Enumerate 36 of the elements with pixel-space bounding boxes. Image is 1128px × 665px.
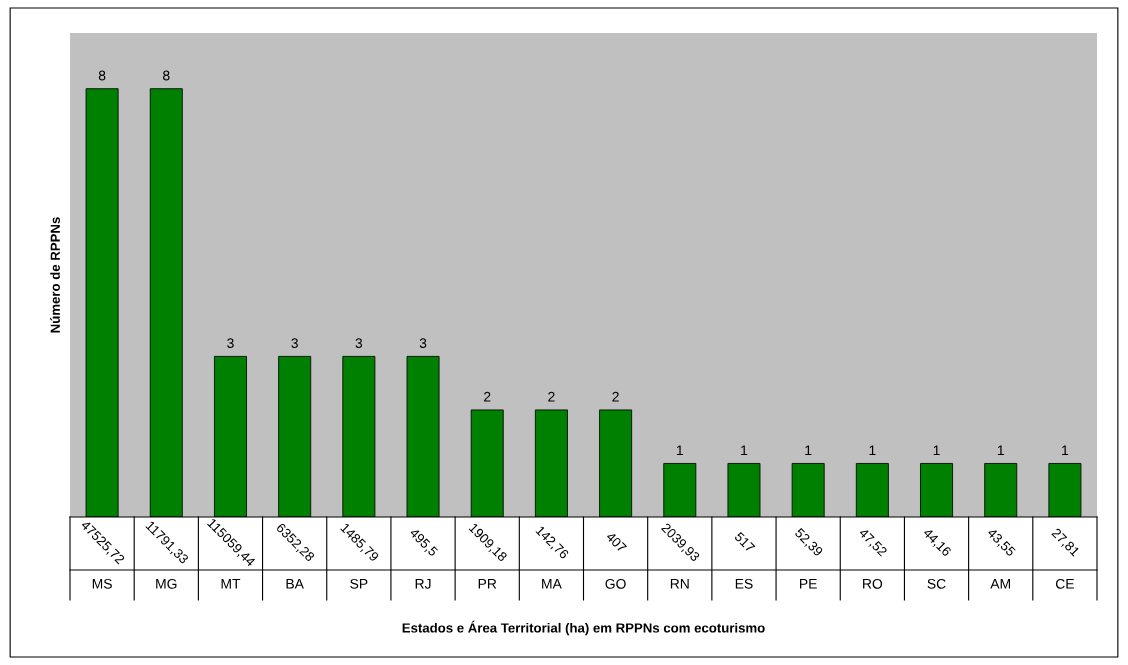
data-label: 1 xyxy=(676,445,683,456)
data-label: 2 xyxy=(612,391,619,402)
x-tick-label: AM xyxy=(990,579,1010,589)
data-label: 2 xyxy=(548,391,555,402)
x-tick-label: MG xyxy=(156,578,177,589)
x-tick-label: RJ xyxy=(415,579,431,589)
x-tick-label: PR xyxy=(478,579,497,589)
text: 407 xyxy=(605,531,628,553)
data-label: 3 xyxy=(355,338,363,349)
x-tick-label: MA xyxy=(542,579,562,589)
data-label: 1 xyxy=(933,445,940,456)
data-label: 1 xyxy=(997,445,1004,456)
x-tick-label: CE xyxy=(1055,578,1074,589)
x-tick-label: RO xyxy=(863,578,883,589)
x-tick-label: GO xyxy=(605,578,626,589)
data-label: 2 xyxy=(484,391,491,402)
x-axis-title: Estados e Área Territorial (ha) em RPPNs com ecoturismo xyxy=(402,620,765,636)
text: 517 xyxy=(734,531,756,553)
data-label: 1 xyxy=(805,445,812,456)
data-label: 3 xyxy=(227,338,234,349)
data-label: 3 xyxy=(291,338,298,349)
x-tick-label: RN xyxy=(670,579,689,589)
x-tick-label: SC xyxy=(927,578,946,589)
data-label: 1 xyxy=(741,445,748,456)
data-label: 1 xyxy=(1062,445,1069,456)
data-label: 1 xyxy=(869,445,876,456)
x-tick-label: MS xyxy=(92,578,112,589)
data-label: 8 xyxy=(163,70,170,81)
data-label: 8 xyxy=(98,70,106,81)
x-tick-label: PE xyxy=(800,579,817,589)
x-tick-label: SP xyxy=(350,578,368,589)
data-label: 3 xyxy=(419,338,427,349)
x-tick-label: MT xyxy=(221,579,241,589)
x-tick-label: BA xyxy=(286,579,304,589)
x-tick-label: ES xyxy=(735,578,753,589)
y-axis-title: Número de RPPNs xyxy=(50,217,60,333)
